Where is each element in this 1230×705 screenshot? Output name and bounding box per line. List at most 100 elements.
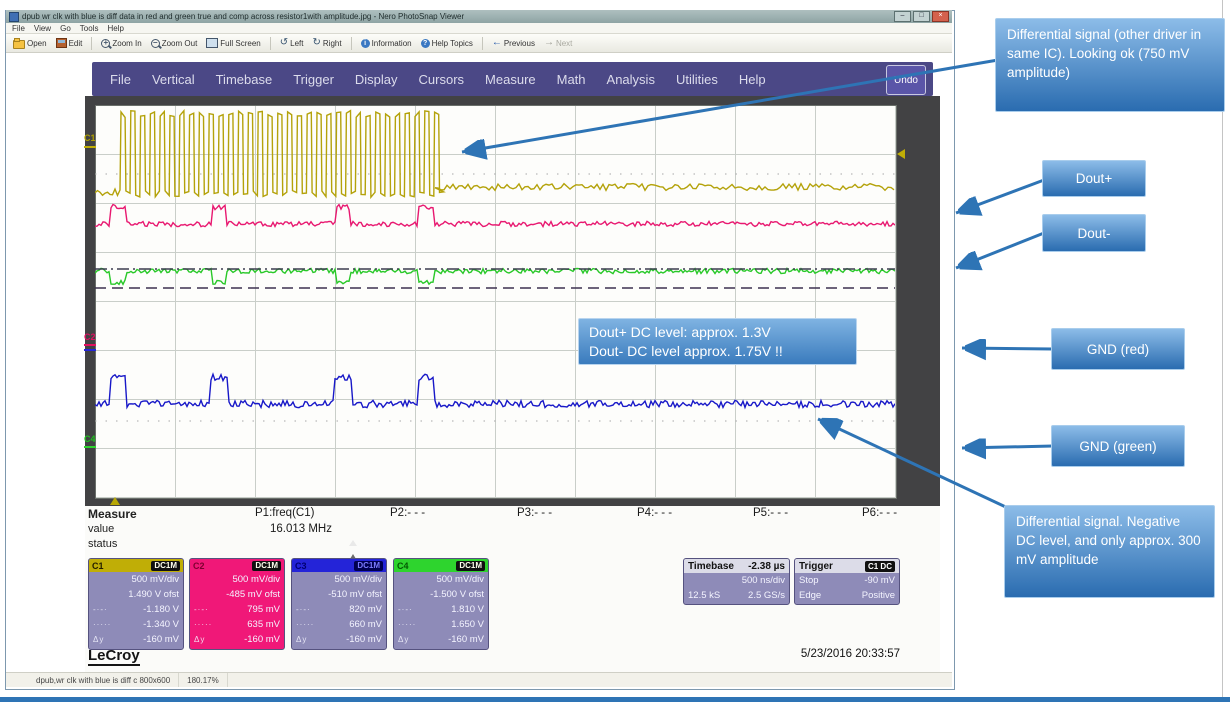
c1-channel-marker[interactable]: C1 [84,133,96,143]
c4-offset: -1.500 V ofst [430,589,484,600]
rotate-right-button[interactable]: ↻ Right [312,37,342,48]
trigger-mode: Stop [799,575,819,586]
c2-label: C2 [193,560,205,571]
c1-vdiv: 500 mV/div [131,574,179,585]
c4-channel-marker[interactable]: C4 [84,434,96,444]
help-icon: ? [420,38,430,48]
full-screen-button[interactable]: Full Screen [204,37,262,49]
open-button[interactable]: Open [11,37,49,50]
trigger-label: Trigger [799,560,833,572]
c2-delta-y: -160 mV [244,634,280,645]
callout-gnd-red: GND (red) [1051,328,1185,370]
information-button[interactable]: i Information [359,38,414,49]
delta-y-mark: Δy [296,635,308,644]
cursor2-mark: ····· [296,620,315,629]
callout-diff-ok: Differential signal (other driver in sam… [995,18,1225,112]
scope-menubar: File Vertical Timebase Trigger Display C… [92,62,933,96]
scope-menu-trigger[interactable]: Trigger [293,71,334,87]
scope-menu-help[interactable]: Help [738,71,766,87]
scope-menu-analysis[interactable]: Analysis [606,71,655,87]
edit-image-icon [55,38,67,48]
toolbar-separator [91,36,93,50]
menu-view[interactable]: View [33,23,52,33]
channel-box-c4[interactable]: C4 DC1M 500 mV/div -1.500 V ofst -·-· 1.81… [393,558,489,650]
cursor2-mark: ····· [398,620,417,629]
menu-tools[interactable]: Tools [79,23,99,33]
measure-p6[interactable]: P6:- - - [862,507,898,519]
measure-p3[interactable]: P3:- - - [517,507,553,519]
close-button[interactable]: × [932,11,949,22]
c4-cursor2: 1.650 V [451,619,484,630]
c1-delta-y: -160 mV [143,634,179,645]
rotate-right-icon: ↻ [312,37,321,48]
scope-menu-vertical[interactable]: Vertical [151,71,195,87]
previous-button[interactable]: ← Previous [491,37,535,48]
timebase-scale: 500 ns/div [741,575,785,586]
measure-label: Measure [88,507,137,521]
c2-cursor2: 635 mV [247,619,280,630]
c2-channel-marker[interactable]: C2 [84,332,96,342]
trigger-source-badge: C1 DC [864,560,895,572]
trace-C1 [95,108,895,200]
slide-bottom-accent-bar [0,697,1230,702]
channel-box-c3[interactable]: C3 DC1M 500 mV/div -510 mV ofst -·-· 820 m… [291,558,387,650]
measure-p4[interactable]: P4:- - - [637,507,673,519]
c1-coupling-badge: DC1M [151,560,180,571]
delta-y-mark: Δy [398,635,410,644]
timebase-box[interactable]: Timebase -2.38 µs 500 ns/div 12.5 kS 2.5 G… [683,558,790,605]
scope-menu-cursors[interactable]: Cursors [418,71,465,87]
c3-cursor2: 660 mV [349,619,382,630]
rotate-left-icon: ↺ [279,37,289,48]
scope-menu-file[interactable]: File [110,71,131,87]
edit-button[interactable]: Edit [54,37,85,49]
rotate-left-button[interactable]: ↺ Left [279,37,304,48]
menu-help[interactable]: Help [107,23,124,33]
toolbar-separator [481,36,483,50]
trigger-box[interactable]: Trigger C1 DC Stop -90 mV Edge Positive [794,558,900,605]
scope-graticule [95,105,897,499]
c4-coupling-badge: DC1M [456,560,485,571]
scope-menu-measure[interactable]: Measure [485,71,536,87]
c1-cursor1: -1.180 V [143,604,179,615]
measure-p1[interactable]: P1:freq(C1) [255,507,315,519]
c2-cursor1: 795 mV [247,604,280,615]
c4-vdiv: 500 mV/div [436,574,484,585]
zoom-out-button[interactable]: Zoom Out [149,38,200,49]
previous-arrow-icon: ← [491,37,502,48]
measure-p5[interactable]: P5:- - - [753,507,789,519]
c1-offset-marker-icon[interactable] [897,149,905,159]
trigger-level: -90 mV [864,575,895,586]
lecroy-logo: LeCroy [88,647,140,666]
c3-vdiv: 500 mV/div [334,574,382,585]
scope-menu-math[interactable]: Math [556,71,586,87]
help-topics-button[interactable]: ? Help Topics [419,38,475,49]
cursor2-mark: ····· [194,620,213,629]
c3-delta-y: -160 mV [346,634,382,645]
maximize-button[interactable]: □ [913,11,930,22]
scope-menu-utilities[interactable]: Utilities [675,71,718,87]
window-titlebar[interactable]: dpub wr clk with blue is diff data in re… [6,10,952,23]
zoom-in-button[interactable]: Zoom In [99,38,143,49]
toolbar-separator [269,36,271,50]
next-button[interactable]: → Next [543,37,573,48]
scope-menu-timebase[interactable]: Timebase [215,71,273,87]
scope-menu-display[interactable]: Display [354,71,398,87]
trigger-position-marker-icon[interactable] [110,497,120,505]
delta-y-mark: Δy [93,635,105,644]
c1-cursor2: -1.340 V [143,619,179,630]
cursor1-mark: -·-· [93,605,108,614]
c1-marker-bar [84,146,96,148]
channel-box-c2[interactable]: C2 DC1M 500 mV/div -485 mV ofst -·-· 795 m… [189,558,285,650]
cursor1-mark: -·-· [296,605,311,614]
channel-box-c1[interactable]: C1 DC1M 500 mV/div 1.490 V ofst -·-· -1.18… [88,558,184,650]
cursor1-mark: -·-· [194,605,209,614]
c2-offset: -485 mV ofst [226,589,280,600]
menu-file[interactable]: File [12,23,25,33]
undo-button[interactable]: Undo [886,65,926,95]
zoom-in-icon [101,38,111,48]
timebase-position: -2.38 µs [748,560,785,572]
toolbar-separator [350,36,352,50]
minimize-button[interactable]: – [894,11,911,22]
menu-go[interactable]: Go [60,23,71,33]
measure-p2[interactable]: P2:- - - [390,507,426,519]
